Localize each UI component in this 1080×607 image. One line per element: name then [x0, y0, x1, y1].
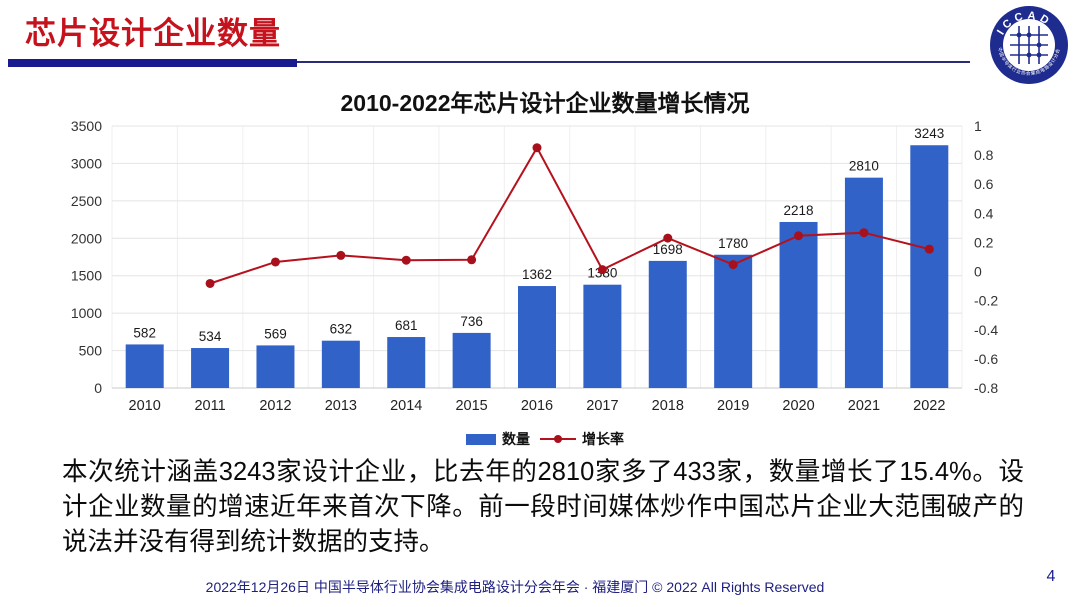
growth-rate-line	[209, 145, 930, 285]
y-axis-right-tick-label: -0.2	[974, 293, 998, 309]
y-axis-right-tick-label: -0.8	[974, 380, 998, 396]
bar-2010	[125, 344, 164, 388]
bar-value-label: 1780	[718, 236, 748, 251]
y-axis-right-tick-label: 0.4	[974, 205, 994, 221]
x-axis-label: 2013	[325, 398, 357, 414]
bar-value-label: 569	[264, 326, 287, 341]
bar-2018	[648, 260, 687, 388]
growth-point-2014	[401, 255, 411, 265]
bar-value-label: 681	[395, 318, 418, 333]
y-axis-left-tick-label: 1000	[71, 305, 102, 321]
bar-value-label: 582	[133, 325, 156, 340]
page-title: 芯片设计企业数量	[25, 16, 281, 51]
body-paragraph: 本次统计涵盖3243家设计企业，比去年的2810家多了433家，数量增长了15.…	[62, 458, 1024, 557]
bar-2019	[714, 254, 753, 388]
y-axis-right-tick-label: -0.6	[974, 351, 998, 367]
bar-value-label: 2810	[849, 159, 879, 174]
legend-item-quantity: 数量	[466, 429, 530, 449]
x-axis-label: 2022	[913, 398, 945, 414]
x-axis-label: 2010	[129, 398, 161, 414]
footer-text: 2022年12月26日 中国半导体行业协会集成电路设计分会年会 · 福建厦门 ©…	[205, 579, 825, 595]
combo-chart: 0 500 1000 1500 2000 2500 3000 3500 1 0.8 0.6 0.4 0.…	[71, 118, 998, 414]
legend-label-growth: 增长率	[582, 431, 624, 447]
growth-point-2020	[794, 231, 804, 241]
x-axis-label: 2018	[652, 398, 684, 414]
title-underline-bar	[8, 59, 297, 67]
y-axis-right-tick-label: -0.4	[974, 322, 998, 338]
x-axis-label: 2017	[586, 398, 618, 414]
y-axis-left-tick-label: 3000	[71, 155, 102, 171]
bar-2017	[583, 284, 622, 388]
bar-2015	[452, 332, 491, 388]
bar-2012	[256, 345, 295, 388]
x-axis-label: 2015	[455, 398, 487, 414]
growth-point-2011	[205, 278, 215, 288]
bar-2013	[321, 340, 360, 388]
chart-legend: 数量 增长率	[60, 429, 1030, 449]
x-axis-label: 2019	[717, 398, 749, 414]
bar-value-label: 3243	[914, 126, 944, 141]
legend-label-quantity: 数量	[502, 431, 530, 447]
y-axis-left-tick-label: 500	[79, 343, 103, 359]
y-axis-right-tick-label: 0	[974, 264, 982, 280]
y-axis-left-tick-label: 1500	[71, 268, 102, 284]
title-underline-rule	[297, 61, 970, 63]
page-number: 4	[1046, 568, 1056, 585]
y-axis-right-tick-label: 1	[974, 118, 982, 134]
line-series-marker	[540, 435, 576, 443]
growth-point-2022	[924, 244, 934, 254]
bar-value-label: 534	[199, 329, 222, 344]
bar-series-swatch	[466, 433, 496, 445]
growth-point-2017	[597, 265, 607, 275]
bar-value-label: 2218	[784, 203, 814, 218]
growth-point-2015	[467, 255, 477, 265]
growth-point-2021	[859, 228, 869, 238]
growth-point-2012	[270, 257, 280, 267]
x-axis-label: 2011	[194, 398, 225, 414]
bar-2014	[387, 337, 426, 388]
x-axis-label: 2016	[521, 398, 553, 414]
bar-2020	[779, 221, 818, 388]
bar-value-label: 1698	[653, 242, 683, 257]
x-axis-label: 2012	[259, 398, 291, 414]
y-axis-left-tick-label: 2500	[71, 193, 102, 209]
bar-2016	[518, 286, 556, 388]
chart-title: 2010-2022年芯片设计企业数量增长情况	[340, 90, 750, 116]
y-axis-right-tick-label: 0.2	[974, 234, 994, 250]
growth-point-2013	[336, 250, 346, 260]
bar-value-label: 1362	[522, 267, 552, 282]
x-axis-label: 2014	[390, 398, 422, 414]
y-axis-left-tick-label: 3500	[71, 118, 102, 134]
bar-value-label: 632	[330, 322, 353, 337]
legend-item-growth: 增长率	[540, 429, 624, 449]
y-axis-right-tick-label: 0.6	[974, 176, 994, 192]
y-axis-left-tick-label: 2000	[71, 230, 102, 246]
y-axis-right-tick-label: 0.8	[974, 147, 994, 163]
iccad-logo: ICCAD 中国半导体行业协会集成电路设计分会	[990, 6, 1068, 84]
bar-2011	[191, 348, 230, 388]
bar-value-label: 736	[460, 314, 483, 329]
bar-2022	[910, 145, 949, 388]
growth-point-2019	[728, 260, 738, 270]
x-axis-label: 2020	[782, 398, 814, 414]
bar-2021	[844, 177, 883, 388]
y-axis-left-tick-label: 0	[94, 380, 102, 396]
growth-point-2018	[663, 233, 673, 243]
x-axis-label: 2021	[848, 398, 880, 414]
growth-point-2016	[532, 143, 542, 153]
